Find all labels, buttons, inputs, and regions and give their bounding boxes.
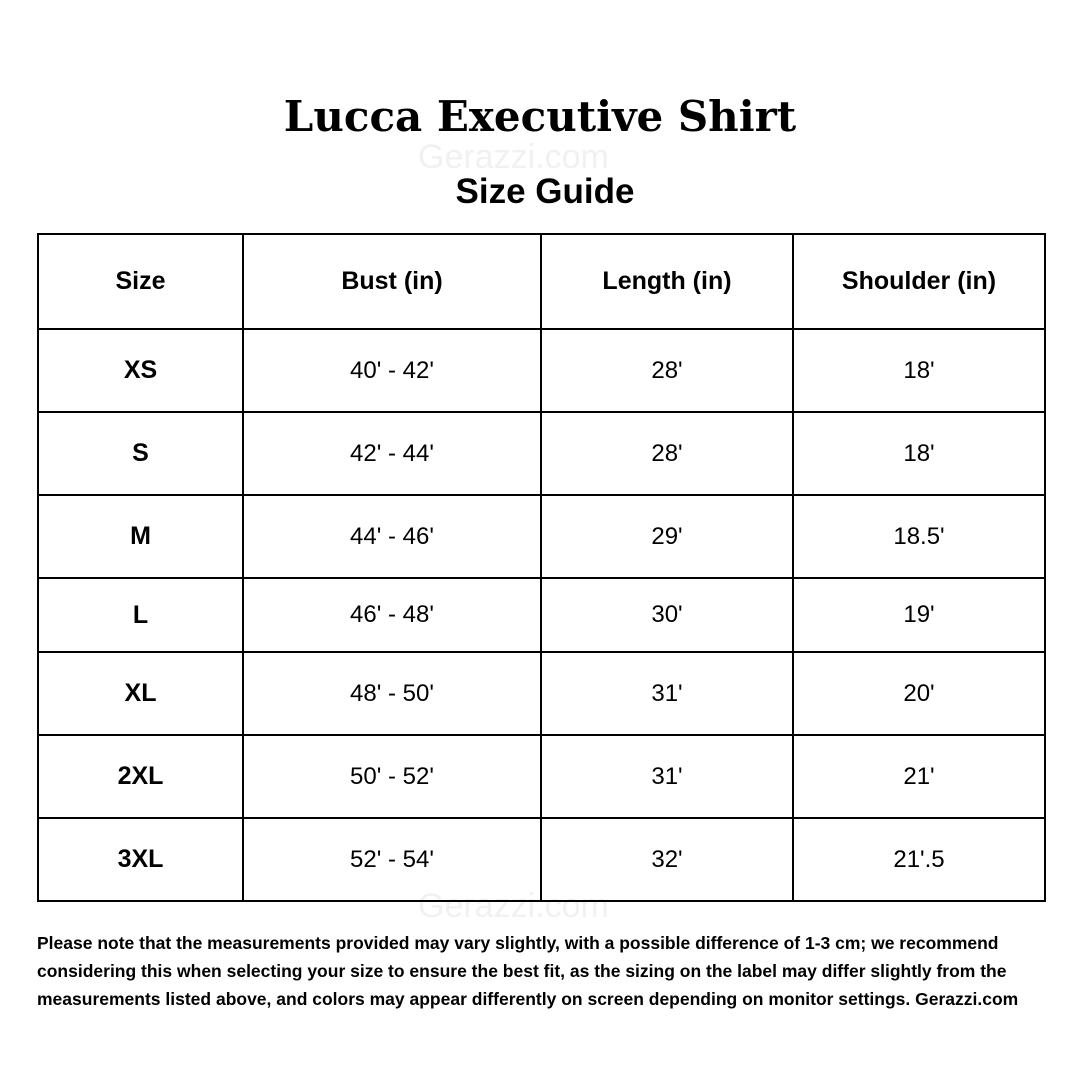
cell-size: 3XL xyxy=(37,817,244,902)
cell-bust: 46' - 48' xyxy=(242,577,542,653)
table-row: XL 48' - 50' 31' 20' xyxy=(37,651,1046,736)
cell-bust: 44' - 46' xyxy=(242,494,542,579)
cell-length: 28' xyxy=(540,328,794,413)
header-size: Size xyxy=(37,233,244,330)
cell-size: S xyxy=(37,411,244,496)
cell-size: XL xyxy=(37,651,244,736)
cell-length: 30' xyxy=(540,577,794,653)
size-table: Size Bust (in) Length (in) Shoulder (in)… xyxy=(37,233,1046,902)
cell-shoulder: 20' xyxy=(792,651,1046,736)
watermark: Gerazzi.com xyxy=(418,138,609,176)
cell-bust: 40' - 42' xyxy=(242,328,542,413)
cell-shoulder: 21'.5 xyxy=(792,817,1046,902)
cell-bust: 50' - 52' xyxy=(242,734,542,819)
cell-shoulder: 18' xyxy=(792,411,1046,496)
cell-size: M xyxy=(37,494,244,579)
table-row: S 42' - 44' 28' 18' xyxy=(37,411,1046,496)
table-row: 2XL 50' - 52' 31' 21' xyxy=(37,734,1046,819)
cell-shoulder: 18' xyxy=(792,328,1046,413)
cell-length: 29' xyxy=(540,494,794,579)
cell-length: 32' xyxy=(540,817,794,902)
cell-shoulder: 21' xyxy=(792,734,1046,819)
table-row: 3XL 52' - 54' 32' 21'.5 xyxy=(37,817,1046,902)
cell-length: 31' xyxy=(540,734,794,819)
cell-bust: 42' - 44' xyxy=(242,411,542,496)
page-subtitle: Size Guide xyxy=(455,172,635,211)
table-row: M 44' - 46' 29' 18.5' xyxy=(37,494,1046,579)
page-title: Lucca Executive Shirt xyxy=(283,92,797,141)
cell-size: 2XL xyxy=(37,734,244,819)
cell-length: 31' xyxy=(540,651,794,736)
cell-size: L xyxy=(37,577,244,653)
header-bust: Bust (in) xyxy=(242,233,542,330)
header-length: Length (in) xyxy=(540,233,794,330)
cell-length: 28' xyxy=(540,411,794,496)
table-header-row: Size Bust (in) Length (in) Shoulder (in) xyxy=(37,233,1046,330)
cell-size: XS xyxy=(37,328,244,413)
table-row: XS 40' - 42' 28' 18' xyxy=(37,328,1046,413)
cell-shoulder: 18.5' xyxy=(792,494,1046,579)
cell-bust: 48' - 50' xyxy=(242,651,542,736)
cell-shoulder: 19' xyxy=(792,577,1046,653)
table-row: L 46' - 48' 30' 19' xyxy=(37,577,1046,653)
disclaimer-note: Please note that the measurements provid… xyxy=(37,933,1019,1009)
header-shoulder: Shoulder (in) xyxy=(792,233,1046,330)
cell-bust: 52' - 54' xyxy=(242,817,542,902)
